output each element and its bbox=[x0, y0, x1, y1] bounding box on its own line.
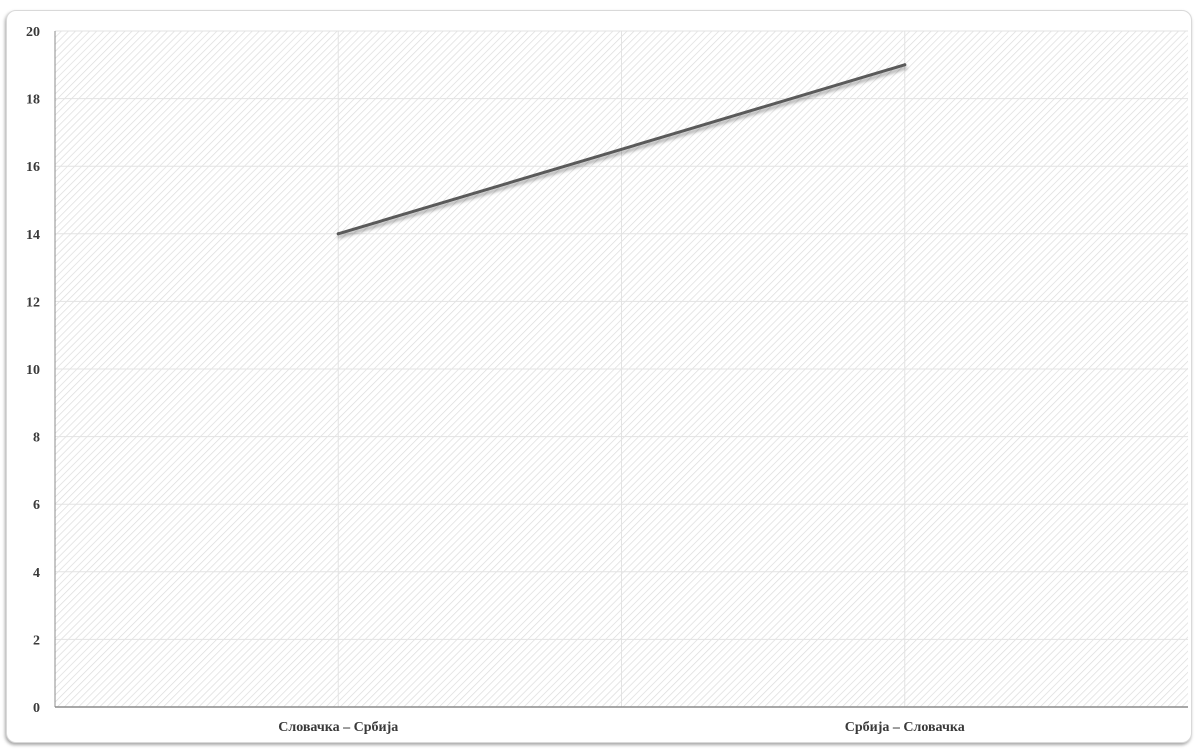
y-tick-label: 18 bbox=[26, 93, 40, 108]
grid-lines bbox=[55, 30, 1188, 707]
x-tick-label: Србија – Словачка bbox=[845, 720, 965, 735]
series bbox=[336, 63, 907, 236]
data-point bbox=[903, 63, 907, 67]
x-tick-label: Словачка – Србија bbox=[278, 720, 398, 735]
y-tick-label: 2 bbox=[33, 633, 40, 648]
x-axis-tick-labels: Словачка – Србија Србија – Словачка bbox=[278, 720, 965, 735]
y-axis-tick-labels: 0 2 4 6 8 10 12 14 16 18 20 bbox=[26, 25, 40, 716]
series-line bbox=[336, 63, 907, 236]
y-tick-label: 12 bbox=[26, 295, 40, 310]
axes bbox=[54, 31, 1188, 708]
y-tick-label: 14 bbox=[26, 228, 40, 243]
data-point bbox=[336, 232, 340, 236]
y-tick-label: 0 bbox=[33, 701, 40, 716]
y-tick-label: 8 bbox=[33, 431, 40, 446]
y-tick-label: 4 bbox=[33, 566, 40, 581]
y-tick-label: 20 bbox=[26, 25, 40, 40]
y-tick-label: 16 bbox=[26, 160, 40, 175]
y-tick-label: 6 bbox=[33, 498, 40, 513]
y-tick-label: 10 bbox=[26, 363, 40, 378]
